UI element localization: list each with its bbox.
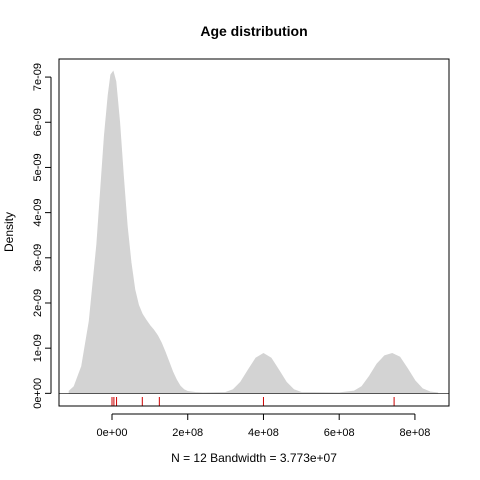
x-tick-label: 4e+08 bbox=[248, 427, 279, 439]
y-tick-label: 1e-09 bbox=[32, 334, 44, 362]
plot-frame bbox=[58, 58, 450, 407]
y-axis-label: Density bbox=[2, 212, 16, 252]
x-tick-label: 2e+08 bbox=[172, 427, 203, 439]
density-area bbox=[68, 70, 439, 394]
y-tick-label: 6e-09 bbox=[32, 108, 44, 136]
y-tick-label: 5e-09 bbox=[32, 153, 44, 181]
x-tick-label: 6e+08 bbox=[324, 427, 355, 439]
y-tick-label: 7e-09 bbox=[32, 63, 44, 91]
plot-area: 0e+00 2e+08 4e+08 6e+08 8e+08 0e+00 1e-09 2e-09… bbox=[32, 63, 450, 439]
y-tick-label: 0e+00 bbox=[32, 378, 44, 409]
chart-title: Age distribution bbox=[200, 23, 307, 39]
x-tick-label: 8e+08 bbox=[399, 427, 430, 439]
x-tick-label: 0e+00 bbox=[97, 427, 128, 439]
y-tick-label: 4e-09 bbox=[32, 199, 44, 227]
x-axis-label: N = 12 Bandwidth = 3.773e+07 bbox=[171, 451, 337, 465]
y-tick-label: 2e-09 bbox=[32, 289, 44, 317]
y-tick-label: 3e-09 bbox=[32, 244, 44, 272]
